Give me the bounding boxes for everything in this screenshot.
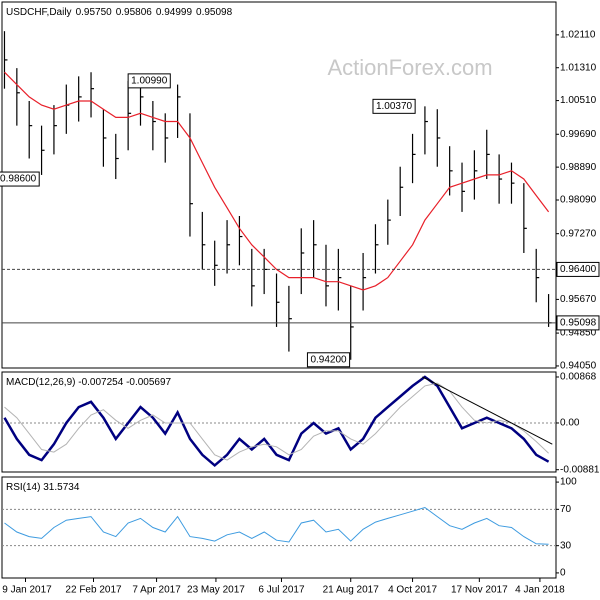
- y-tick-label: 0.00: [560, 418, 580, 429]
- y-tick-label: 0.97270: [560, 228, 597, 239]
- indicator-line: [3, 375, 550, 468]
- y-tick-label: 100: [560, 477, 577, 488]
- panel-frame: [1, 476, 557, 579]
- y-tick-label: 30: [560, 540, 572, 551]
- panel-title: MACD(12,26,9) -0.007254 -0.005697: [6, 377, 172, 388]
- annotation-box: [0, 171, 40, 187]
- title-part: MACD(12,26,9) -0.007254 -0.005697: [6, 377, 172, 388]
- title-part: 0.94999: [156, 7, 193, 18]
- panel-frame: [1, 371, 557, 473]
- panel-title: RSI(14) 31.5734: [6, 482, 80, 493]
- panel-title: USDCHF,Daily 0.95750 0.95806 0.94999 0.95098: [6, 7, 233, 18]
- x-tick-label: 4 Jan 2018: [515, 585, 565, 596]
- y-tick-label: -0.008818: [560, 464, 600, 475]
- y-tick-label: 1.02110: [560, 30, 596, 41]
- indicator-line: [4, 382, 549, 461]
- y-tick-label: 1.00510: [560, 95, 597, 106]
- y-tick-label: 0.98090: [560, 195, 597, 206]
- moving-average: [4, 71, 550, 291]
- price-level-label: 0.96400: [560, 264, 597, 275]
- x-tick-label: 6 Jul 2017: [258, 585, 305, 596]
- annotation-box: [127, 73, 171, 89]
- price-level-label: 0.95098: [560, 318, 597, 329]
- title-part: RSI(14) 31.5734: [6, 482, 80, 493]
- y-tick-label: 0.99690: [560, 129, 597, 140]
- annotation-label: 0.98600: [0, 174, 37, 185]
- price-level-box: [556, 315, 600, 331]
- y-tick-label: 0.94850: [560, 328, 597, 339]
- y-tick-label: 1.01310: [560, 62, 597, 73]
- x-tick-label: 17 Nov 2017: [451, 585, 508, 596]
- annotation-label: 1.00370: [376, 101, 413, 112]
- indicator-line: [4, 506, 549, 545]
- y-tick-label: 0.94050: [560, 361, 597, 372]
- y-tick-label: 0: [560, 568, 566, 579]
- title-part: 0.95750: [76, 7, 113, 18]
- x-tick-label: 7 Apr 2017: [132, 585, 181, 596]
- y-tick-label: 0.98890: [560, 162, 597, 173]
- x-tick-label: 21 Aug 2017: [323, 585, 380, 596]
- title-part: 0.95806: [116, 7, 153, 18]
- x-tick-label: 4 Oct 2017: [388, 585, 437, 596]
- price-level-box: [556, 261, 600, 277]
- y-tick-label: 0.95670: [560, 294, 597, 305]
- annotation-label: 0.94200: [310, 354, 347, 365]
- x-tick-label: 23 May 2017: [187, 585, 245, 596]
- x-tick-label: 9 Jan 2017: [2, 585, 52, 596]
- x-tick-label: 22 Feb 2017: [65, 585, 122, 596]
- annotation-label: 1.00990: [131, 76, 168, 87]
- y-tick-label: 0.00868: [560, 372, 597, 383]
- title-part: 0.95098: [196, 7, 233, 18]
- annotation-box: [306, 352, 351, 368]
- trendline: [422, 376, 553, 445]
- watermark: ActionForex.com: [327, 55, 492, 80]
- title-part: USDCHF,Daily: [6, 7, 72, 18]
- annotation-box: [372, 98, 416, 114]
- y-tick-label: 70: [560, 504, 572, 515]
